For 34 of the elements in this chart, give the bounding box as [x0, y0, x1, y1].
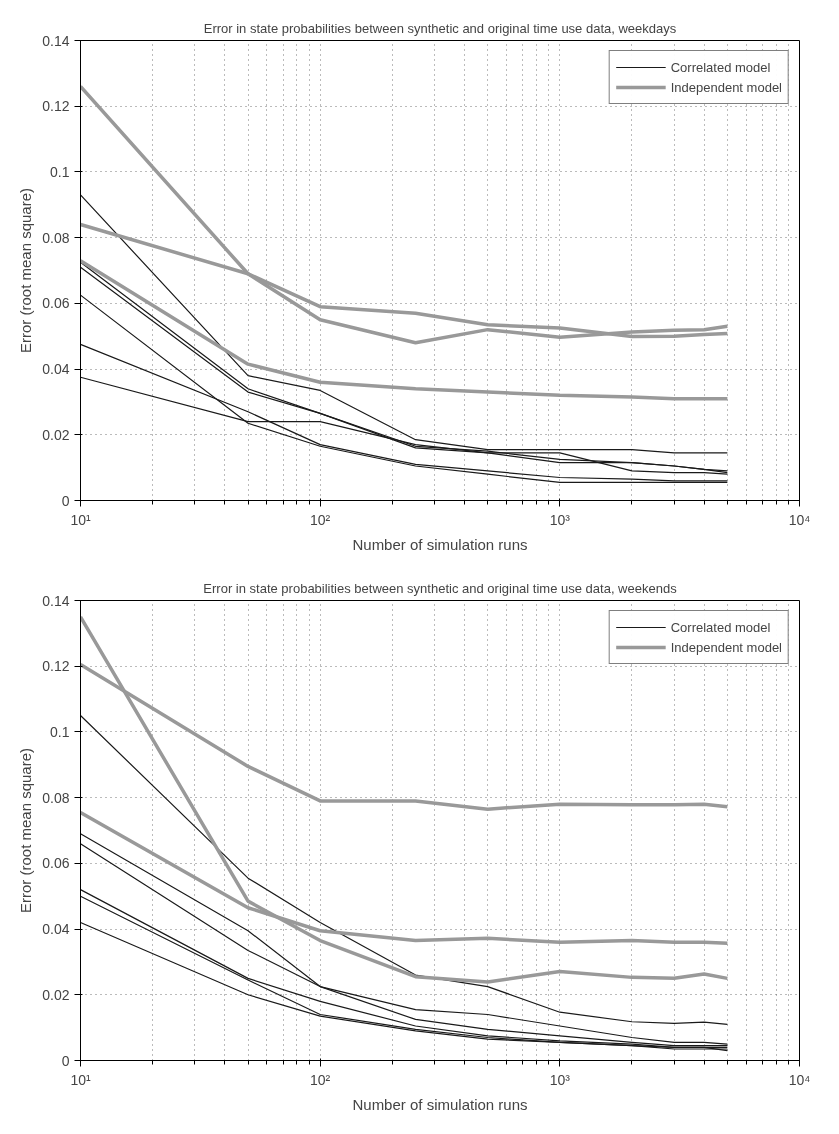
- legend-label: Correlated model: [670, 619, 771, 635]
- x-tick-label: 10⁴: [788, 1071, 811, 1088]
- x-axis-title: Number of simulation runs: [352, 1095, 528, 1113]
- y-axis-title: Error (root mean square): [17, 187, 35, 354]
- x-tick-label: 10¹: [70, 511, 91, 528]
- x-tick-label: 10²: [310, 511, 331, 528]
- y-tick-label: 0.02: [42, 426, 70, 443]
- x-tick-label: 10¹: [70, 1071, 91, 1088]
- chart-title: Error in state probabilities between synthetic and original time use data, weekends: [203, 580, 678, 596]
- x-tick-label: 10²: [310, 1071, 331, 1088]
- y-tick-label: 0.08: [42, 229, 70, 246]
- y-tick-label: 0.06: [42, 855, 70, 872]
- legend-label: Correlated model: [670, 59, 771, 75]
- legend-label: Independent model: [670, 79, 782, 95]
- y-tick-label: 0.08: [42, 789, 70, 806]
- y-tick-label: 0.04: [42, 921, 70, 938]
- y-tick-label: 0.12: [42, 98, 70, 115]
- legend-label: Independent model: [670, 639, 782, 655]
- x-tick-label: 10⁴: [788, 511, 811, 528]
- x-tick-label: 10³: [549, 1071, 571, 1088]
- chart-title: Error in state probabilities between synthetic and original time use data, weekdays: [203, 20, 677, 36]
- y-tick-label: 0.02: [42, 986, 70, 1003]
- y-tick-label: 0.14: [42, 592, 70, 609]
- y-tick-label: 0.14: [42, 32, 70, 49]
- y-axis-title: Error (root mean square): [17, 747, 35, 914]
- x-axis-title: Number of simulation runs: [352, 535, 528, 553]
- y-tick-label: 0.1: [50, 723, 70, 740]
- y-tick-label: 0: [61, 1052, 70, 1069]
- y-tick-label: 0: [61, 492, 70, 509]
- x-tick-label: 10³: [549, 511, 571, 528]
- y-tick-label: 0.06: [42, 295, 70, 312]
- y-tick-label: 0.12: [42, 658, 70, 675]
- y-tick-label: 0.04: [42, 361, 70, 378]
- y-tick-label: 0.1: [50, 163, 70, 180]
